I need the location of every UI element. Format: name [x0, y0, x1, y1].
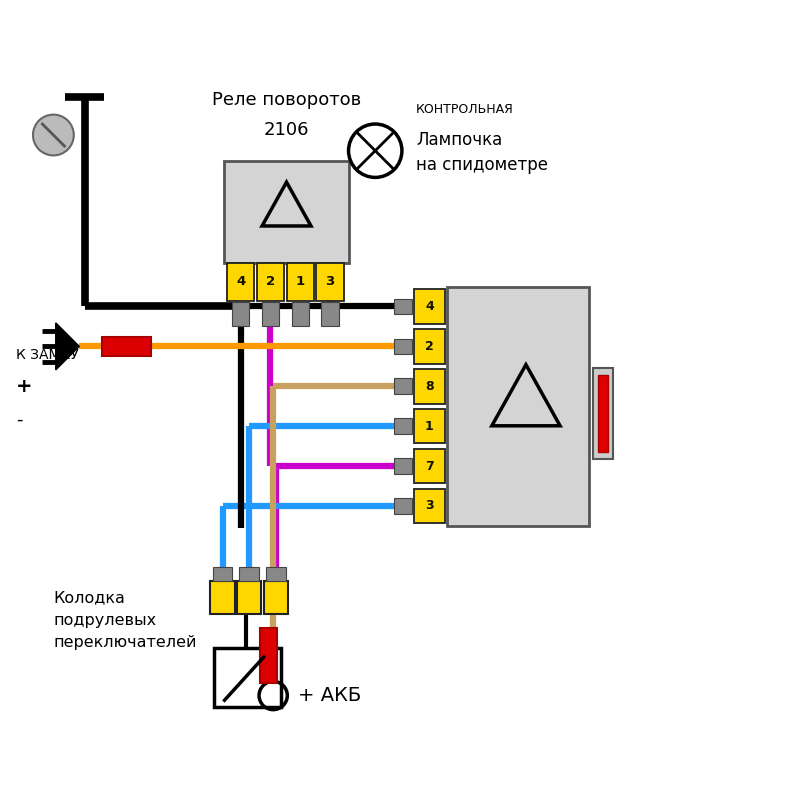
Bar [210, 581, 235, 614]
Bar [237, 581, 261, 614]
Circle shape [259, 681, 287, 710]
Circle shape [349, 124, 402, 177]
Bar [224, 161, 349, 263]
Text: подрулевых: подрулевых [53, 612, 156, 628]
Bar [232, 302, 250, 326]
Bar [102, 337, 151, 356]
Text: 4: 4 [236, 276, 245, 288]
Text: Лампочка: Лампочка [416, 131, 502, 148]
Bar [414, 449, 445, 484]
Text: на спидометре: на спидометре [416, 156, 548, 173]
Bar [239, 567, 259, 581]
Bar [260, 628, 277, 683]
Bar [264, 581, 288, 614]
Text: + АКБ: + АКБ [298, 686, 362, 705]
Bar [414, 369, 445, 403]
Text: -: - [16, 411, 22, 429]
Text: 3: 3 [425, 499, 433, 513]
Bar [414, 409, 445, 444]
Text: 4: 4 [425, 300, 434, 313]
Bar [447, 287, 589, 526]
Bar [214, 648, 281, 706]
Bar [414, 289, 445, 323]
Text: 1: 1 [425, 420, 434, 433]
Text: 3: 3 [326, 276, 334, 288]
Text: 2: 2 [425, 340, 434, 353]
Bar [598, 375, 608, 451]
Bar [414, 489, 445, 524]
Text: К ЗАМКУ: К ЗАМКУ [16, 348, 78, 362]
Bar [287, 263, 314, 301]
Circle shape [33, 115, 74, 155]
Text: 8: 8 [425, 380, 433, 392]
Text: Колодка: Колодка [53, 590, 126, 606]
Bar [316, 263, 344, 301]
Polygon shape [56, 323, 79, 370]
Bar [266, 567, 286, 581]
Bar [394, 498, 412, 514]
Bar [292, 302, 309, 326]
Bar [257, 263, 284, 301]
Bar [322, 302, 339, 326]
Bar [394, 338, 412, 354]
Text: КОНТРОЛЬНАЯ: КОНТРОЛЬНАЯ [416, 104, 514, 116]
Text: 2: 2 [266, 276, 275, 288]
Text: 2106: 2106 [264, 121, 309, 138]
Text: 1: 1 [296, 276, 305, 288]
Bar [213, 567, 232, 581]
Text: переключателей: переключателей [53, 634, 197, 650]
Bar [593, 368, 613, 459]
Bar [394, 458, 412, 474]
Text: +: + [16, 377, 32, 396]
Bar [261, 302, 279, 326]
Bar [394, 378, 412, 394]
Bar [414, 329, 445, 363]
Bar [394, 298, 412, 314]
Bar [227, 263, 254, 301]
Text: Реле поворотов: Реле поворотов [212, 91, 361, 108]
Bar [394, 418, 412, 434]
Text: 7: 7 [425, 459, 434, 473]
